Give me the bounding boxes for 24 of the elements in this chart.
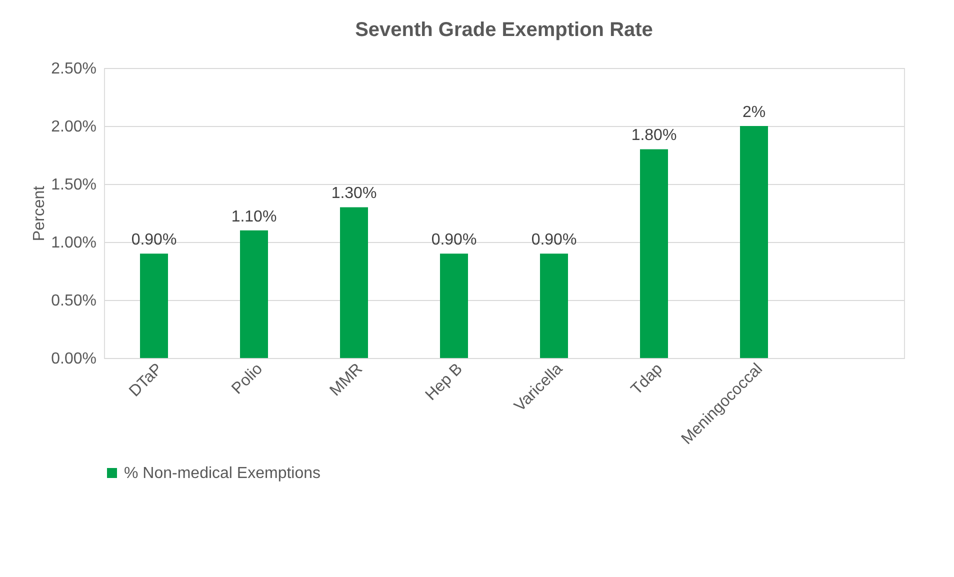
y-tick-label: 1.50%: [51, 176, 96, 194]
bar: [440, 254, 468, 358]
y-tick-label: 2.00%: [51, 118, 96, 136]
data-label: 1.80%: [631, 127, 677, 144]
y-tick-label: 0.00%: [51, 350, 96, 368]
data-label: 0.90%: [531, 232, 577, 249]
bar: [340, 207, 368, 358]
bar: [740, 126, 768, 358]
legend-label: % Non-medical Exemptions: [124, 465, 321, 482]
y-tick-label: 2.50%: [51, 60, 96, 78]
data-label: 2%: [742, 104, 766, 121]
data-label: 0.90%: [131, 232, 177, 249]
bar: [640, 149, 668, 358]
data-label: 1.30%: [331, 185, 377, 202]
x-tick-label: Hep B: [422, 360, 466, 404]
y-tick-label: 0.50%: [51, 292, 96, 310]
data-label: 0.90%: [431, 232, 477, 249]
bar: [240, 230, 268, 358]
bar: [540, 254, 568, 358]
chart-title: Seventh Grade Exemption Rate: [355, 19, 653, 41]
data-label: 1.10%: [231, 208, 277, 226]
y-tick-label: 1.00%: [51, 234, 96, 252]
bar: [140, 254, 168, 358]
y-axis-title: Percent: [31, 185, 48, 242]
